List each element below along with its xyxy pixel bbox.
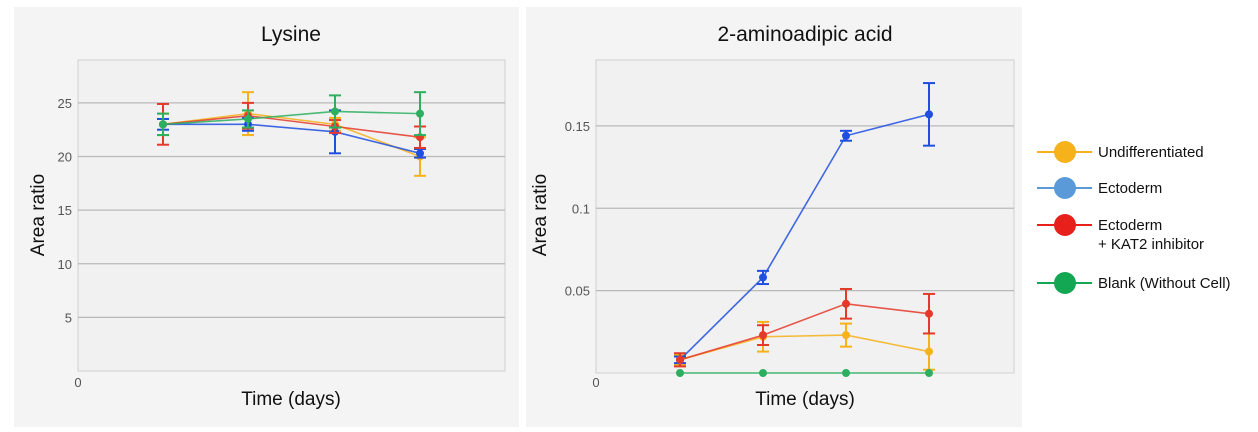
data-point bbox=[925, 347, 933, 356]
y-tick-label: 10 bbox=[58, 257, 72, 272]
y-tick-label: 0.15 bbox=[565, 119, 590, 134]
data-point bbox=[925, 369, 933, 377]
plot-area bbox=[77, 59, 506, 372]
data-point bbox=[925, 110, 933, 119]
chart-title: Lysine bbox=[261, 23, 321, 46]
legend-marker bbox=[1054, 141, 1076, 163]
y-tick-label: 0.05 bbox=[565, 284, 590, 299]
data-point bbox=[159, 120, 167, 129]
data-point bbox=[842, 369, 850, 377]
legend-item: Blank (Without Cell) bbox=[1037, 272, 1231, 294]
legend-marker bbox=[1054, 214, 1076, 236]
legend-label: + KAT2 inhibitor bbox=[1098, 236, 1204, 253]
data-point bbox=[925, 309, 933, 318]
legend-marker bbox=[1054, 272, 1076, 294]
legend-item: Ectoderm + KAT2 inhibitor bbox=[1037, 214, 1204, 253]
data-point bbox=[842, 299, 850, 308]
y-tick-label: 25 bbox=[58, 96, 72, 111]
series-3 bbox=[157, 91, 426, 137]
legend-label: Ectoderm bbox=[1098, 217, 1162, 234]
data-point bbox=[244, 114, 252, 123]
data-point bbox=[676, 355, 684, 364]
legend-label: Blank (Without Cell) bbox=[1098, 275, 1231, 292]
y-tick-label: 0.1 bbox=[572, 201, 590, 216]
series-2 bbox=[674, 287, 935, 368]
y-tick-label: 15 bbox=[58, 203, 72, 218]
legend-item: Ectoderm bbox=[1037, 177, 1162, 199]
x-axis-label: Time (days) bbox=[241, 389, 341, 410]
series-line bbox=[162, 110, 421, 126]
data-point bbox=[416, 109, 424, 118]
series-line bbox=[162, 114, 421, 139]
data-point bbox=[416, 149, 424, 158]
data-point bbox=[676, 369, 684, 377]
legend-label: Undifferentiated bbox=[1098, 144, 1204, 161]
data-point bbox=[331, 107, 339, 116]
series-line bbox=[679, 113, 930, 361]
series-line bbox=[162, 112, 421, 158]
x-origin-label: 0 bbox=[74, 375, 81, 390]
data-point bbox=[759, 331, 767, 340]
legend-label: Ectoderm bbox=[1098, 180, 1162, 197]
y-tick-label: 20 bbox=[58, 150, 72, 165]
legend-item: Undifferentiated bbox=[1037, 141, 1204, 163]
data-point bbox=[759, 273, 767, 282]
data-point bbox=[842, 331, 850, 340]
x-origin-label: 0 bbox=[592, 375, 599, 390]
series-3 bbox=[676, 369, 933, 377]
y-axis-label: Area ratio bbox=[28, 174, 49, 256]
legend-marker bbox=[1054, 177, 1076, 199]
y-axis-label: Area ratio bbox=[530, 174, 551, 256]
plot-area bbox=[595, 59, 1015, 374]
series-1 bbox=[674, 82, 935, 365]
data-point bbox=[759, 369, 767, 377]
series-line bbox=[163, 123, 421, 155]
data-point bbox=[842, 131, 850, 140]
x-axis-label: Time (days) bbox=[755, 389, 855, 410]
y-tick-label: 5 bbox=[65, 310, 72, 325]
series-line bbox=[679, 302, 930, 361]
chart-title: 2-aminoadipic acid bbox=[717, 23, 892, 46]
